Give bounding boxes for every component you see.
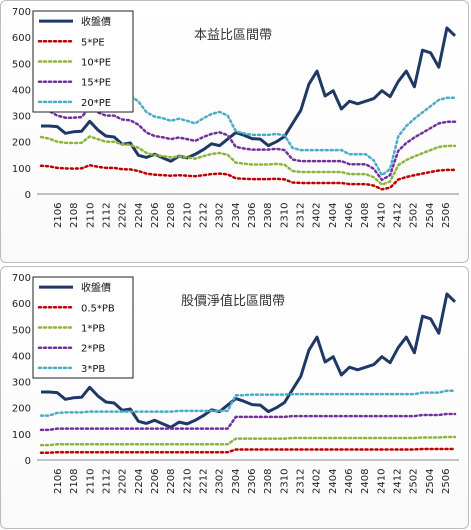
pe-x-tick: 2410 bbox=[376, 203, 387, 228]
pe-x-tick: 2110 bbox=[85, 203, 96, 228]
pb-y-tick: 600 bbox=[12, 299, 31, 310]
pe-x-tick: 2312 bbox=[296, 203, 307, 228]
pb-x-tick: 2208 bbox=[166, 469, 177, 494]
pe-y-tick: 700 bbox=[12, 7, 31, 18]
pb-x-tick: 2310 bbox=[279, 469, 290, 494]
pb-x-tick: 2302 bbox=[215, 469, 226, 494]
pe-x-tick: 2308 bbox=[263, 203, 274, 228]
pb-x-tick: 2210 bbox=[182, 469, 193, 494]
pe-x-tick: 2310 bbox=[279, 203, 290, 228]
pb-band-chart: 0 100 200 300 400 500 600 700 2106 2108 2110 2112 22… bbox=[0, 266, 469, 529]
pe-x-tick: 2506 bbox=[441, 203, 452, 228]
pb-x-tick: 2106 bbox=[53, 469, 64, 494]
pb-y-tick: 700 bbox=[12, 273, 31, 284]
pe-legend-label-2: 10*PE bbox=[81, 58, 111, 69]
pb-x-tick: 2212 bbox=[199, 469, 210, 494]
pb-x-tick: 2404 bbox=[328, 469, 339, 494]
pb-series-line-3 bbox=[39, 412, 457, 432]
pb-y-tick: 300 bbox=[12, 378, 31, 389]
pb-y-tick: 0 bbox=[25, 456, 31, 467]
pb-x-tick: 2408 bbox=[360, 469, 371, 494]
pb-x-tick: 2308 bbox=[263, 469, 274, 494]
pe-legend-label-0: 收盤價 bbox=[81, 15, 111, 28]
pb-legend-label-1: 0.5*PB bbox=[81, 303, 115, 314]
pe-x-tick: 2404 bbox=[328, 203, 339, 228]
pe-x-tick: 2302 bbox=[215, 203, 226, 228]
pb-x-tick: 2312 bbox=[296, 469, 307, 494]
pe-series-line-2 bbox=[39, 135, 457, 186]
pb-x-tick: 2504 bbox=[425, 469, 436, 494]
pb-legend-label-4: 3*PB bbox=[81, 364, 105, 375]
pb-y-tick: 500 bbox=[12, 325, 31, 336]
pe-legend-label-3: 15*PE bbox=[81, 78, 111, 89]
pe-series-line-3 bbox=[39, 106, 457, 182]
pb-series-line-4 bbox=[39, 389, 457, 417]
pb-x-tick: 2406 bbox=[344, 469, 355, 494]
pb-legend-label-2: 1*PB bbox=[81, 324, 105, 335]
pe-y-tick: 300 bbox=[12, 112, 31, 123]
pe-x-tick: 2306 bbox=[247, 203, 258, 228]
pe-legend-label-1: 5*PE bbox=[81, 37, 105, 48]
pb-series-line-1 bbox=[39, 447, 457, 454]
pb-x-tick: 2304 bbox=[231, 469, 242, 494]
pe-x-tick: 2412 bbox=[393, 203, 404, 228]
pe-band-chart: 0 100 200 300 400 500 600 700 2106 2108 2110 2112 22… bbox=[0, 0, 469, 263]
pe-chart-title: 本益比區間帶 bbox=[194, 28, 272, 43]
pe-x-tick: 2112 bbox=[102, 203, 113, 228]
pe-x-tick: 2502 bbox=[409, 203, 420, 228]
pb-x-tick: 2108 bbox=[69, 469, 80, 494]
pb-x-tick: 2206 bbox=[150, 469, 161, 494]
pb-x-tick: 2506 bbox=[441, 469, 452, 494]
pe-x-tick: 2304 bbox=[231, 203, 242, 228]
pe-series-line-0 bbox=[41, 26, 457, 163]
pe-x-tick: 2210 bbox=[182, 203, 193, 228]
pb-x-tick: 2112 bbox=[102, 469, 113, 494]
pb-chart-title: 股價淨值比區間帶 bbox=[181, 293, 285, 309]
pb-x-tick: 2202 bbox=[118, 469, 129, 494]
pe-x-tick: 2212 bbox=[199, 203, 210, 228]
pe-x-tick: 2402 bbox=[312, 203, 323, 228]
pb-x-tick: 2204 bbox=[134, 469, 145, 494]
pe-band-chart-svg: 0 100 200 300 400 500 600 700 2106 2108 2110 2112 22… bbox=[12, 7, 459, 228]
pb-x-tick: 2402 bbox=[312, 469, 323, 494]
pe-y-tick: 200 bbox=[12, 138, 31, 149]
pe-y-tick: 400 bbox=[12, 85, 31, 96]
pb-series-line-0 bbox=[41, 292, 457, 429]
pb-y-tick: 400 bbox=[12, 351, 31, 362]
pe-series-line-1 bbox=[39, 163, 457, 191]
pe-x-tick: 2108 bbox=[69, 203, 80, 228]
pb-x-tick: 2410 bbox=[376, 469, 387, 494]
pe-x-tick: 2406 bbox=[344, 203, 355, 228]
pe-x-tick: 2106 bbox=[53, 203, 64, 228]
pe-y-tick: 0 bbox=[25, 190, 31, 201]
pe-x-tick: 2202 bbox=[118, 203, 129, 228]
pb-y-tick: 200 bbox=[12, 404, 31, 415]
pe-x-tick: 2504 bbox=[425, 203, 436, 228]
pb-series-line-2 bbox=[39, 435, 457, 447]
pb-x-tick: 2306 bbox=[247, 469, 258, 494]
pe-y-tick: 600 bbox=[12, 33, 31, 44]
pb-x-tick: 2502 bbox=[409, 469, 420, 494]
pb-band-chart-svg: 0 100 200 300 400 500 600 700 2106 2108 2110 2112 22… bbox=[12, 273, 459, 494]
pb-x-tick: 2412 bbox=[393, 469, 404, 494]
pb-legend-label-0: 收盤價 bbox=[81, 281, 111, 294]
pe-x-tick: 2204 bbox=[134, 203, 145, 228]
pe-x-tick: 2208 bbox=[166, 203, 177, 228]
pb-x-tick: 2110 bbox=[85, 469, 96, 494]
pe-y-tick: 500 bbox=[12, 59, 31, 70]
pe-legend-label-4: 20*PE bbox=[81, 98, 111, 109]
pe-x-tick: 2206 bbox=[150, 203, 161, 228]
pb-y-tick: 100 bbox=[12, 430, 31, 441]
pe-y-tick: 100 bbox=[12, 164, 31, 175]
pe-x-tick: 2408 bbox=[360, 203, 371, 228]
pb-legend-label-3: 2*PB bbox=[81, 344, 105, 355]
